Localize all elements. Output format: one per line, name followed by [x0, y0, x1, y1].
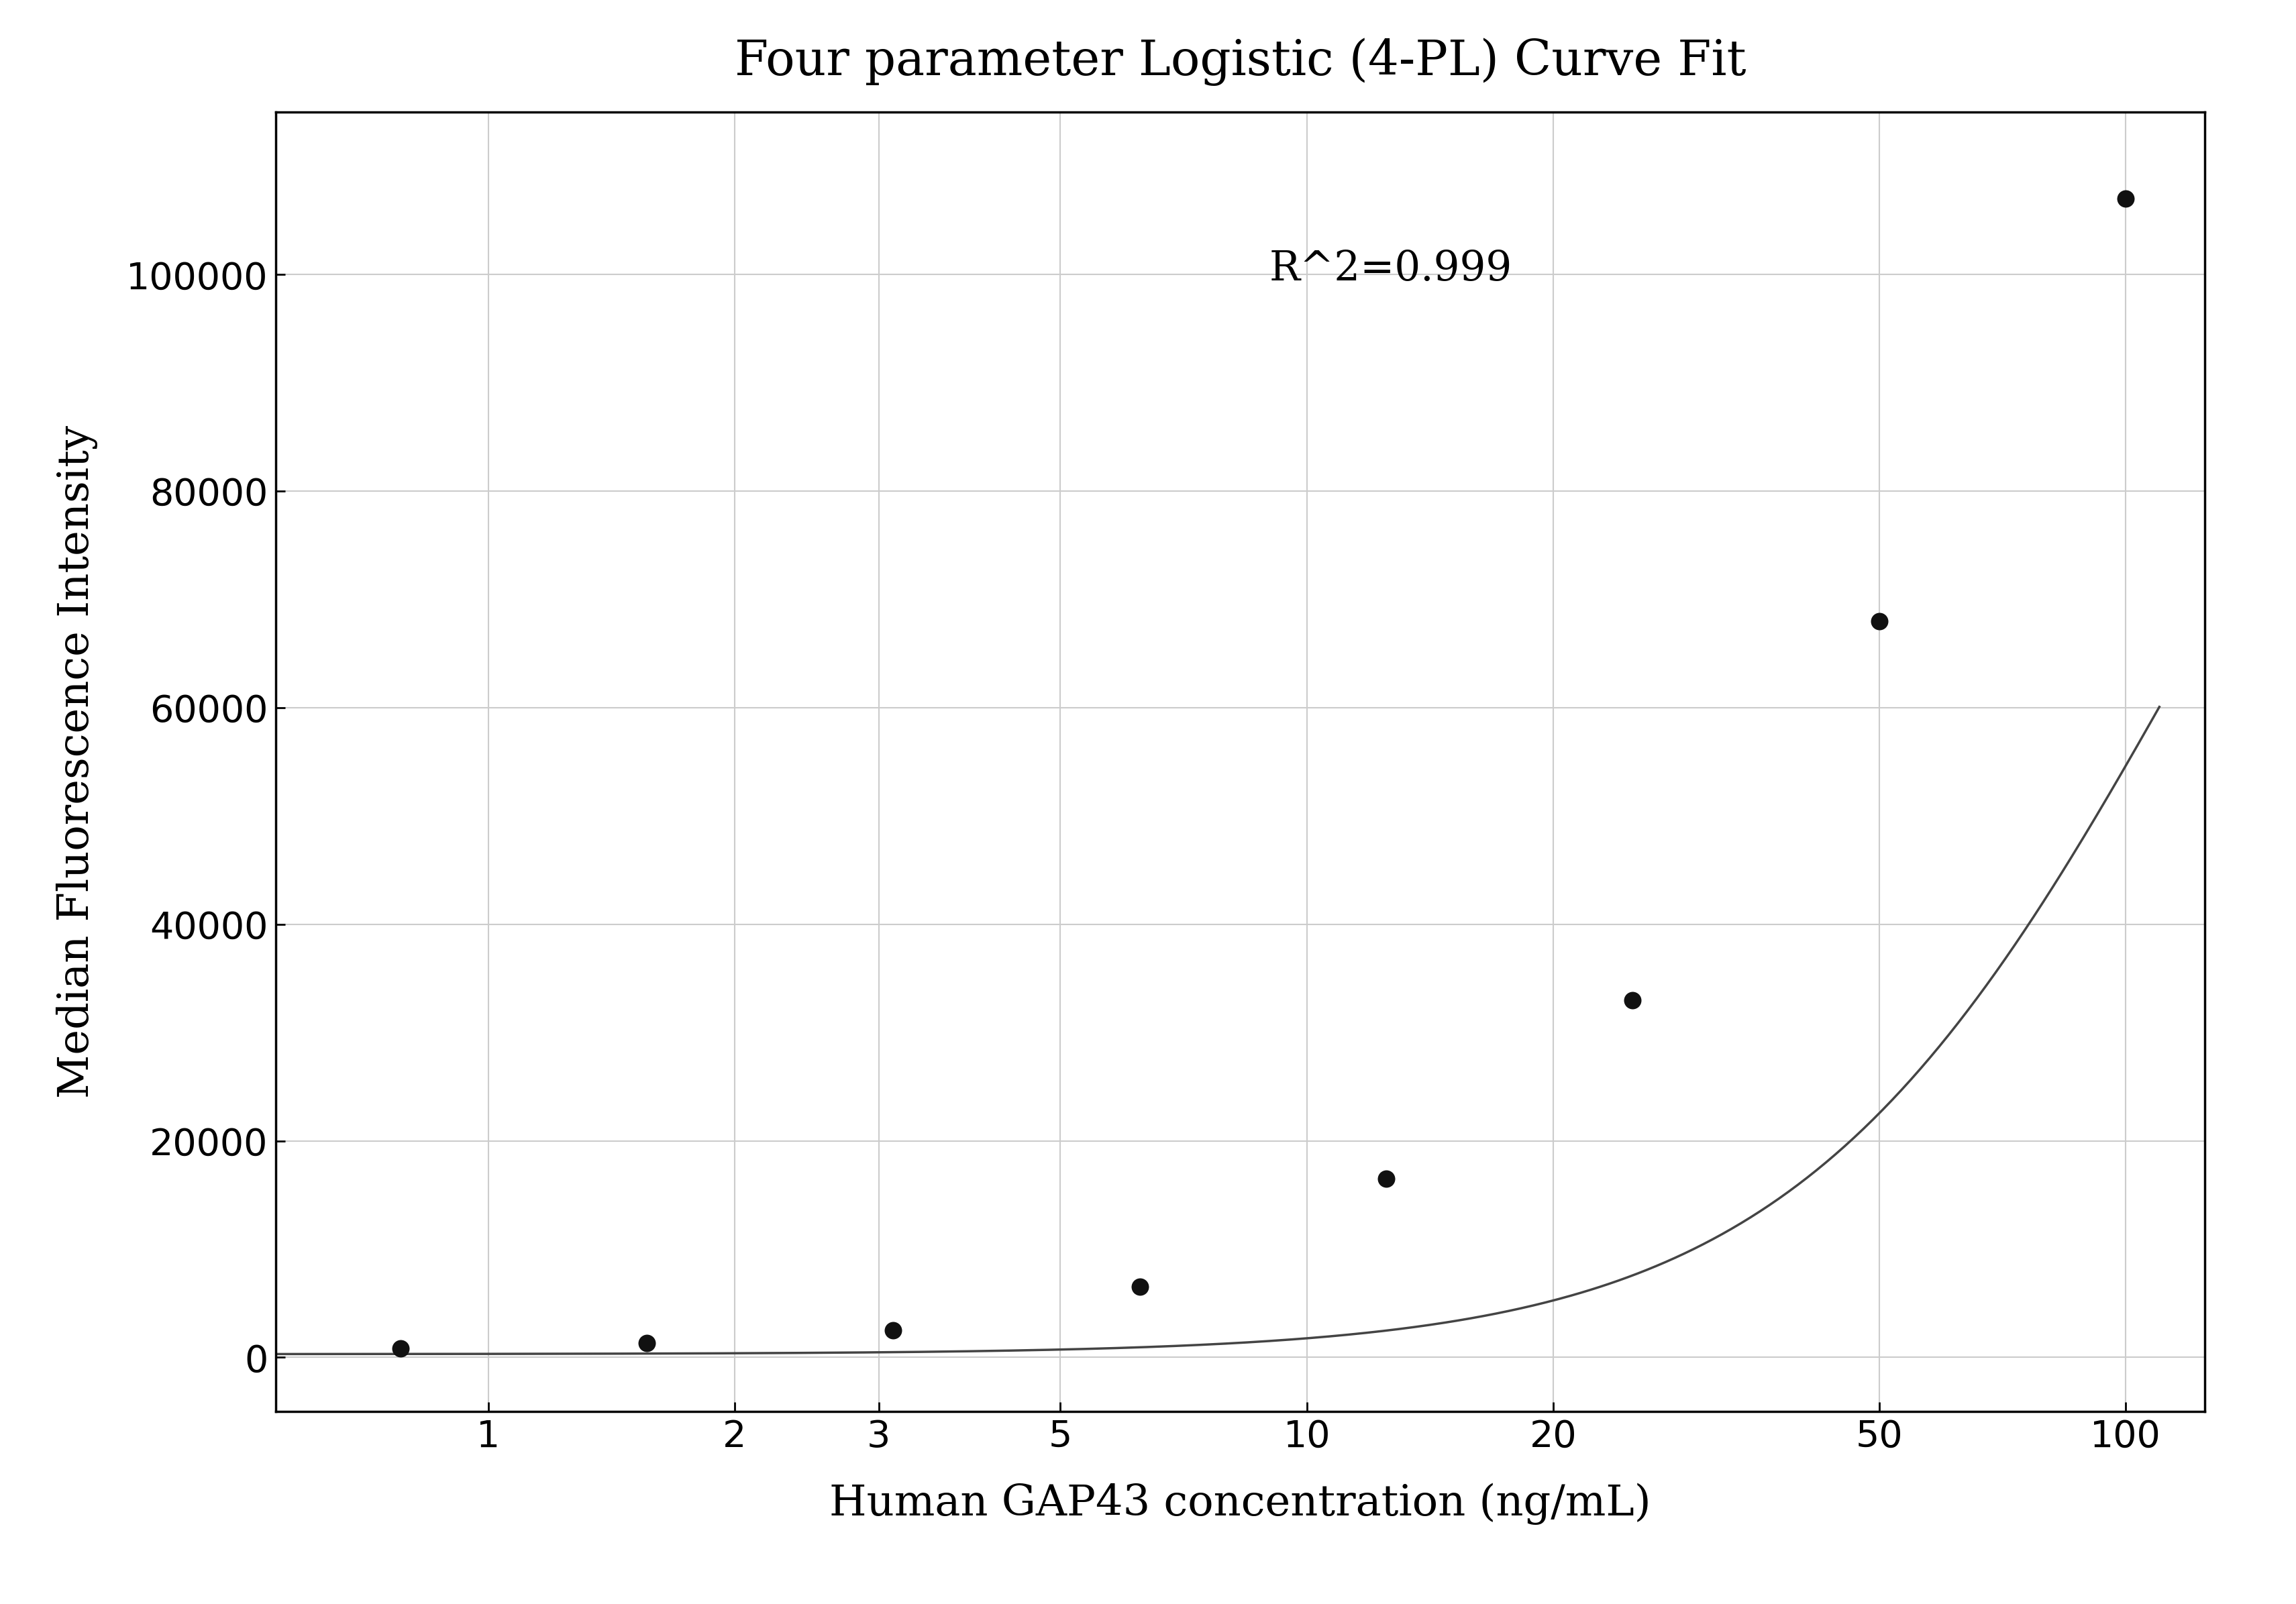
Y-axis label: Median Fluorescence Intensity: Median Fluorescence Intensity [57, 425, 99, 1099]
Point [629, 1330, 666, 1355]
Text: R^2=0.999: R^2=0.999 [1270, 249, 1511, 289]
X-axis label: Human GAP43 concentration (ng/mL): Human GAP43 concentration (ng/mL) [829, 1484, 1651, 1525]
Point [1614, 986, 1651, 1014]
Title: Four parameter Logistic (4-PL) Curve Fit: Four parameter Logistic (4-PL) Curve Fit [735, 38, 1745, 85]
Point [1120, 1274, 1157, 1299]
Point [875, 1317, 912, 1343]
Point [1860, 608, 1896, 634]
Point [2105, 186, 2142, 212]
Point [381, 1336, 418, 1362]
Point [1368, 1166, 1405, 1192]
